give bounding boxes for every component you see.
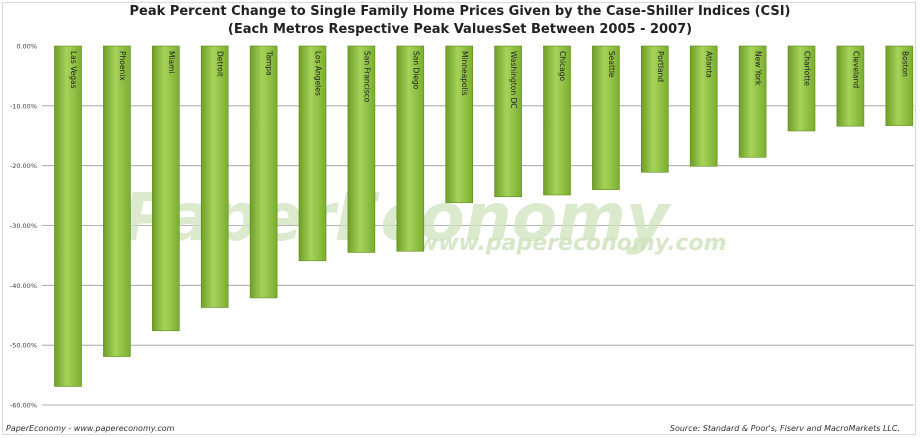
category-label: Washington DC bbox=[509, 51, 518, 108]
category-label: Miami bbox=[167, 51, 176, 74]
bar-phoenix bbox=[103, 45, 131, 357]
category-label: Tampa bbox=[265, 50, 274, 76]
bars: Las Vegas Phoenix Miami Detroit Tampa Los Ang… bbox=[54, 45, 914, 387]
y-tick-label: -30.00% bbox=[10, 222, 37, 230]
category-label: Boston bbox=[900, 51, 909, 77]
bar-las-vegas bbox=[54, 45, 82, 387]
y-tick-label: -60.00% bbox=[10, 402, 37, 410]
chart-title: Peak Percent Change to Single Family Hom… bbox=[129, 4, 791, 19]
footer-credit: PaperEconomy - www.papereconomy.com bbox=[6, 424, 175, 433]
bar-boston bbox=[885, 45, 914, 126]
y-tick-label: -10.00% bbox=[10, 102, 37, 110]
category-label: Los Angeles bbox=[314, 51, 323, 96]
category-label: Minneapolis bbox=[460, 51, 469, 96]
bar-san-diego bbox=[396, 45, 425, 252]
bar-detroit bbox=[200, 45, 229, 308]
bar-seattle bbox=[592, 45, 620, 190]
y-axis-ticks: 0.00% -10.00% -20.00% -30.00% -40.00% -50.00%… bbox=[10, 43, 37, 410]
category-label: Chicago bbox=[558, 51, 567, 82]
bar-cleveland bbox=[836, 45, 865, 127]
chart-subtitle: (Each Metros Respective Peak ValuesSet B… bbox=[227, 22, 693, 37]
bar-los-angeles bbox=[298, 45, 327, 262]
bar-atlanta bbox=[689, 45, 718, 167]
footer-source: Source: Standard & Poor's, Fiserv and Ma… bbox=[669, 424, 900, 433]
category-label: New York bbox=[754, 51, 763, 86]
bar-new-york bbox=[738, 45, 767, 158]
category-label: Seattle bbox=[607, 51, 616, 78]
y-tick-label: -50.00% bbox=[10, 342, 37, 350]
bar-washington-dc bbox=[494, 45, 522, 198]
bar-miami bbox=[152, 45, 180, 332]
category-label: Portland bbox=[656, 51, 665, 82]
bar-minneapolis bbox=[445, 45, 474, 204]
category-label: Detroit bbox=[216, 51, 225, 77]
bar-charlotte bbox=[787, 45, 816, 132]
y-tick-label: -20.00% bbox=[10, 162, 37, 170]
category-label: Las Vegas bbox=[69, 51, 78, 89]
category-label: Phoenix bbox=[118, 51, 127, 81]
category-label: Cleveland bbox=[851, 51, 860, 88]
watermark-url: www.papereconomy.com bbox=[418, 231, 727, 256]
bar-chicago bbox=[543, 45, 571, 196]
gridlines bbox=[42, 105, 914, 406]
category-label: San Francisco bbox=[362, 51, 371, 103]
y-tick-label: -40.00% bbox=[10, 282, 37, 290]
category-label: Charlotte bbox=[803, 51, 812, 86]
category-label: San Diego bbox=[411, 51, 420, 90]
bar-tampa bbox=[249, 45, 278, 299]
y-tick-label: 0.00% bbox=[16, 43, 37, 51]
chart-title-block: Peak Percent Change to Single Family Hom… bbox=[0, 3, 920, 39]
category-label: Atlanta bbox=[705, 51, 714, 78]
bar-portland bbox=[640, 45, 669, 173]
bar-san-francisco bbox=[347, 45, 376, 253]
